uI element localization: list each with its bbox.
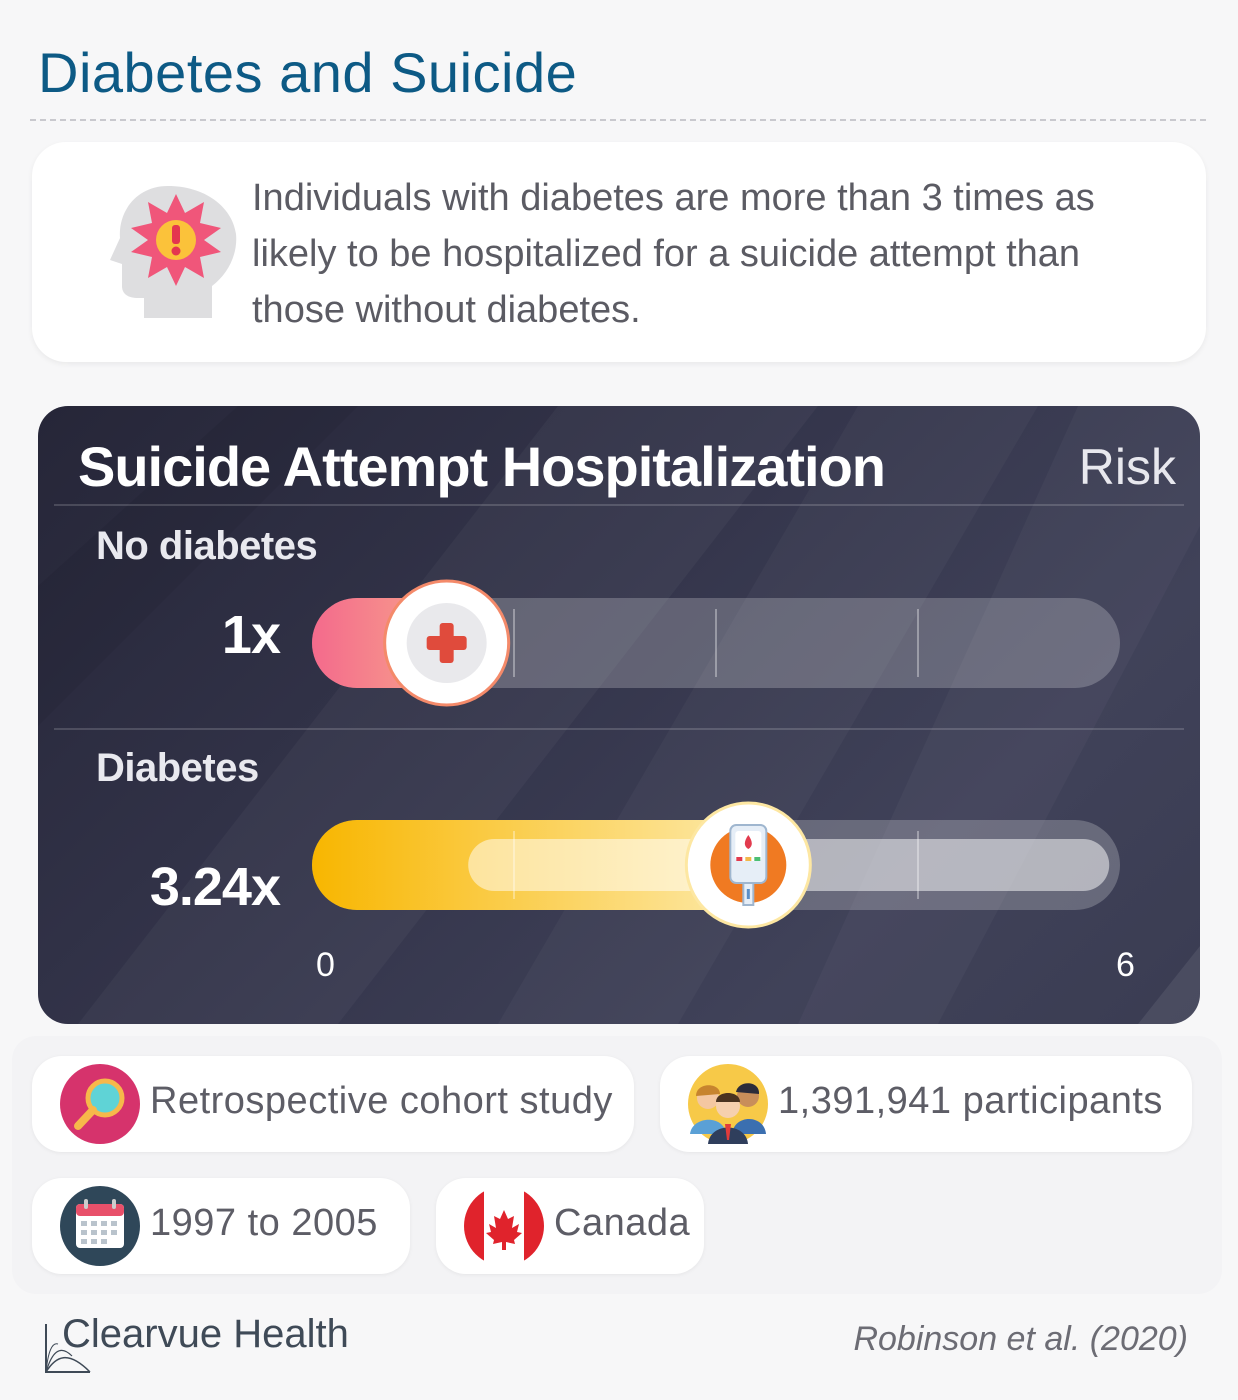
participants-text: 1,391,941 participants [778,1080,1163,1122]
category-label-diabetes: Diabetes [96,746,259,790]
people-group-icon [688,1064,768,1144]
study-design-pill: Retrospective cohort study [32,1056,634,1152]
country-pill: Canada [436,1178,704,1274]
bar-track-0 [312,598,1120,688]
page-title: Diabetes and Suicide [38,41,578,104]
mental-alert-head-icon [110,186,237,318]
participants-pill: 1,391,941 participants [660,1056,1192,1152]
magnifier-icon [60,1064,140,1144]
citation: Robinson et al. (2020) [853,1320,1188,1358]
brand-name: Clearvue Health [62,1312,349,1356]
title-divider [30,119,1206,121]
panel-background-pattern [38,406,1200,1024]
calendar-icon [60,1186,140,1266]
title-separator [54,504,1184,506]
axis-tick-max: 6 [1116,946,1135,984]
chart-value-label: Risk [1078,439,1176,495]
summary-card: Individuals with diabetes are more than … [32,142,1206,362]
chart-title: Suicide Attempt Hospitalization [78,435,886,498]
row-separator [54,728,1184,730]
axis-tick-min: 0 [316,946,335,984]
study-design-text: Retrospective cohort study [150,1080,613,1122]
value-label-diabetes: 3.24x [149,857,281,917]
risk-chart-panel: Suicide Attempt Hospitalization Risk No … [38,406,1200,1024]
category-label-no-diabetes: No diabetes [96,524,318,568]
summary-text: Individuals with diabetes are more than … [252,177,1095,331]
period-text: 1997 to 2005 [150,1202,378,1244]
glucose-meter-marker [684,801,812,929]
country-text: Canada [554,1202,691,1244]
period-pill: 1997 to 2005 [32,1178,410,1274]
bar-chart-svg [312,579,1120,929]
brand-mark-icon [45,1324,91,1373]
canada-flag-icon [464,1186,544,1266]
medical-cross-marker [383,579,511,707]
study-details: Retrospective cohort study 1,391,941 par… [12,1036,1222,1294]
value-label-no-diabetes: 1x [221,605,281,665]
